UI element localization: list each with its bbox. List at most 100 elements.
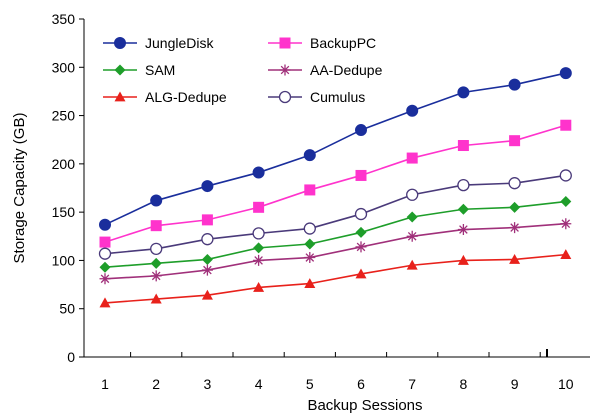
legend-item-jungledisk: JungleDisk	[103, 35, 214, 51]
data-point	[201, 264, 213, 276]
data-point	[406, 211, 418, 223]
data-point	[355, 226, 367, 238]
legend-label: SAM	[145, 62, 175, 78]
data-point	[252, 166, 265, 179]
y-tick-label: 300	[52, 59, 76, 75]
data-point	[253, 201, 265, 213]
series-jungledisk	[99, 67, 572, 231]
x-axis-ticks: 1 2 3 4 5 6 7 8 9 10	[101, 349, 574, 392]
series-line	[104, 72, 566, 226]
data-point	[509, 201, 521, 213]
data-point	[559, 67, 572, 80]
x-tick-label: 4	[255, 376, 263, 392]
x-tick-label: 10	[558, 376, 574, 392]
data-point	[509, 253, 521, 264]
legend-label: BackupPC	[310, 35, 376, 51]
data-point	[457, 140, 469, 152]
y-tick-label: 0	[67, 349, 75, 365]
data-point	[150, 270, 162, 282]
legend-label: ALG-Dedupe	[145, 89, 227, 105]
legend-item-backuppc: BackupPC	[268, 35, 376, 51]
data-point	[150, 220, 162, 232]
series-line	[104, 174, 566, 255]
data-point	[201, 180, 214, 193]
y-axis-ticks: 0 50 100 150 200 250 300 350	[52, 11, 84, 365]
x-tick-label: 2	[152, 376, 160, 392]
data-point	[201, 233, 214, 246]
data-point	[150, 257, 162, 269]
data-point	[457, 86, 470, 99]
y-tick-label: 250	[52, 108, 76, 124]
data-point	[406, 152, 418, 164]
y-tick-label: 50	[59, 301, 75, 317]
data-point	[355, 124, 367, 137]
data-point	[406, 259, 418, 270]
data-point	[355, 241, 367, 253]
series-layer	[98, 67, 572, 308]
data-point	[253, 254, 265, 266]
data-point	[303, 149, 316, 162]
legend-marker	[114, 37, 126, 49]
legend-label: Cumulus	[310, 89, 365, 105]
data-point	[252, 227, 265, 240]
data-point	[150, 194, 163, 207]
series-line	[104, 200, 566, 268]
data-point	[253, 281, 265, 292]
legend: JungleDisk BackupPC SAM AA-Dedupe ALG-Dedupe…	[103, 35, 383, 105]
data-point	[457, 224, 469, 236]
data-point	[99, 297, 111, 308]
data-point	[508, 177, 521, 190]
data-point	[509, 222, 521, 234]
x-tick-label: 7	[408, 376, 416, 392]
data-point	[99, 273, 111, 285]
y-tick-label: 150	[52, 204, 76, 220]
legend-item-cumulus: Cumulus	[268, 89, 365, 105]
data-point	[560, 249, 572, 260]
data-point	[150, 293, 162, 304]
data-point	[508, 78, 521, 91]
data-point	[560, 218, 572, 230]
series-line	[104, 253, 566, 304]
data-point	[406, 188, 419, 201]
data-point	[406, 104, 419, 117]
data-point	[304, 278, 316, 289]
x-tick-label: 3	[204, 376, 212, 392]
x-tick-label: 6	[357, 376, 365, 392]
data-point	[99, 218, 111, 231]
data-point	[201, 253, 213, 265]
data-point	[150, 242, 163, 255]
data-point	[201, 289, 213, 300]
data-point	[304, 184, 316, 196]
data-point	[560, 196, 572, 208]
legend-marker	[114, 64, 126, 76]
x-axis-label: Backup Sessions	[307, 397, 422, 413]
y-tick-label: 100	[52, 252, 76, 268]
data-point	[304, 252, 316, 264]
data-point	[99, 261, 111, 273]
data-point	[509, 135, 521, 147]
series-alg-dedupe	[99, 249, 572, 308]
legend-label: AA-Dedupe	[310, 62, 383, 78]
data-point	[355, 169, 367, 181]
legend-marker	[279, 64, 291, 76]
axes	[83, 19, 590, 358]
legend-marker	[279, 37, 291, 49]
legend-item-aa-dedupe: AA-Dedupe	[268, 62, 383, 78]
x-tick-label: 5	[306, 376, 314, 392]
data-point	[201, 214, 213, 226]
y-tick-label: 350	[52, 11, 76, 27]
series-cumulus	[98, 169, 572, 260]
x-tick-label: 9	[511, 376, 519, 392]
series-backuppc	[99, 119, 572, 248]
data-point	[406, 230, 418, 242]
data-point	[99, 236, 111, 248]
data-point	[457, 254, 469, 265]
series-aa-dedupe	[99, 218, 572, 285]
data-point	[303, 222, 316, 235]
data-point	[457, 178, 470, 192]
x-tick-label: 8	[460, 376, 468, 392]
series-line	[104, 222, 566, 280]
x-tick-label: 1	[101, 376, 109, 392]
legend-marker	[278, 90, 292, 104]
